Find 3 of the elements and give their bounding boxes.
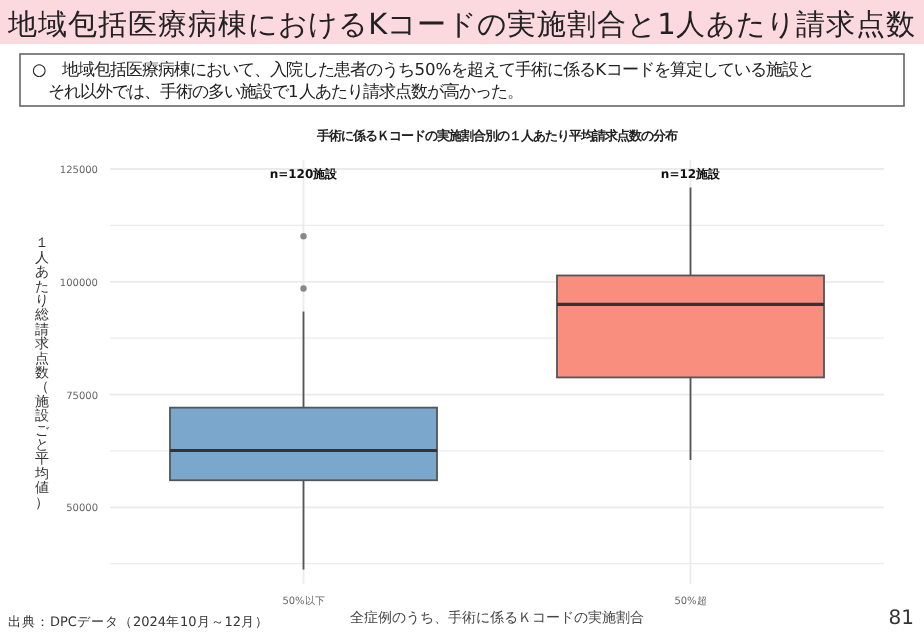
text: 81 (888, 608, 914, 630)
chart-title: 地域包括医療病棟におけるKコードの実施割合と1人あたり請求点数 (6, 8, 916, 42)
chart-subtitle: ○ 地域包括医療病棟において、入院した患者のうち50%を超えて手術に係るKコードを算定している施設とそれ以外では、手術の多い施設で1人あたり請求点数が高かった。 (32, 59, 815, 101)
